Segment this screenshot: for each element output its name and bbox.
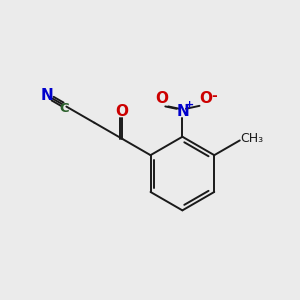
Text: C: C	[59, 101, 69, 115]
Text: N: N	[177, 103, 189, 118]
Text: O: O	[155, 91, 168, 106]
Text: +: +	[185, 100, 194, 110]
Text: O: O	[116, 104, 128, 119]
Text: N: N	[40, 88, 53, 103]
Text: -: -	[211, 88, 217, 103]
Text: O: O	[199, 91, 212, 106]
Text: CH₃: CH₃	[241, 133, 264, 146]
